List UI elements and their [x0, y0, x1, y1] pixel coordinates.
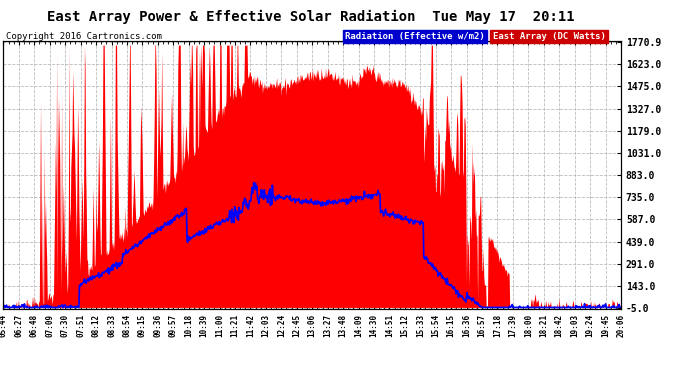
Text: East Array Power & Effective Solar Radiation  Tue May 17  20:11: East Array Power & Effective Solar Radia…: [47, 9, 574, 24]
Text: East Array (DC Watts): East Array (DC Watts): [493, 32, 606, 41]
Text: Copyright 2016 Cartronics.com: Copyright 2016 Cartronics.com: [6, 32, 161, 41]
Text: Radiation (Effective w/m2): Radiation (Effective w/m2): [345, 32, 485, 41]
